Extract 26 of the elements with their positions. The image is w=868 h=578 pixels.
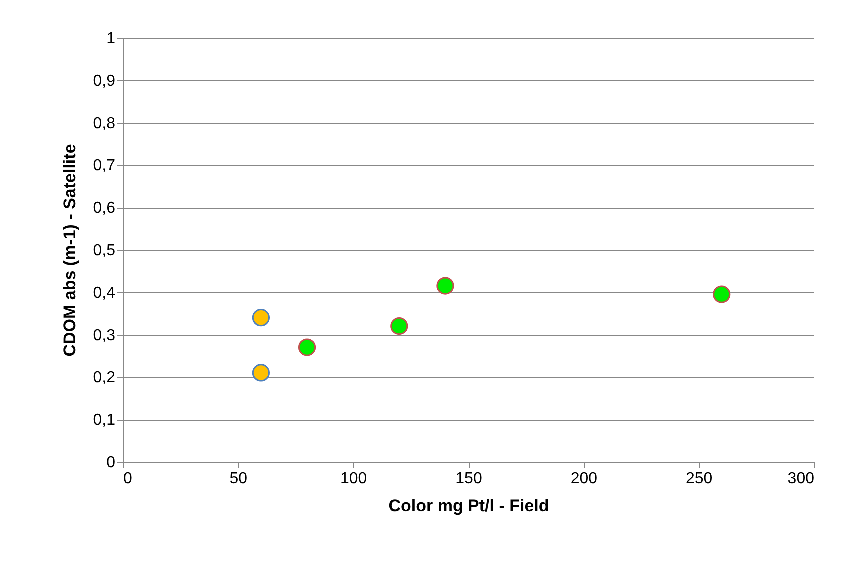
x-tick-label: 150 (456, 470, 482, 488)
y-tick-label: 0,8 (93, 115, 116, 132)
y-tick-label: 0,2 (93, 370, 116, 387)
y-axis-title: CDOM abs (m-1) - Satellite (60, 144, 80, 357)
point (252, 309, 270, 327)
y-tick-label: 0,4 (93, 284, 116, 302)
point (713, 286, 731, 304)
y-tick-label: 0,7 (93, 158, 116, 175)
y-tick-label: 0 (106, 454, 116, 472)
x-tick-label: 300 (788, 470, 815, 488)
x-tick-label: 200 (570, 470, 598, 488)
y-tick-label: 0,6 (93, 200, 116, 218)
y-tick-label: 0,1 (93, 412, 116, 430)
point (436, 277, 454, 295)
point (390, 318, 408, 336)
point (298, 338, 316, 356)
y-tick-label: 0,9 (93, 72, 116, 90)
y-tick-label: 1 (106, 30, 116, 48)
x-tick-label: 250 (686, 470, 713, 488)
y-tick-label: 0,5 (93, 242, 116, 260)
x-axis-title: Color mg Pt/l - Field (388, 496, 550, 516)
point (252, 364, 270, 382)
x-tick-label: 50 (230, 470, 248, 488)
y-tick-label: 0,3 (93, 327, 116, 344)
x-tick-label: 0 (124, 470, 132, 488)
x-tick-label: 100 (340, 470, 368, 488)
